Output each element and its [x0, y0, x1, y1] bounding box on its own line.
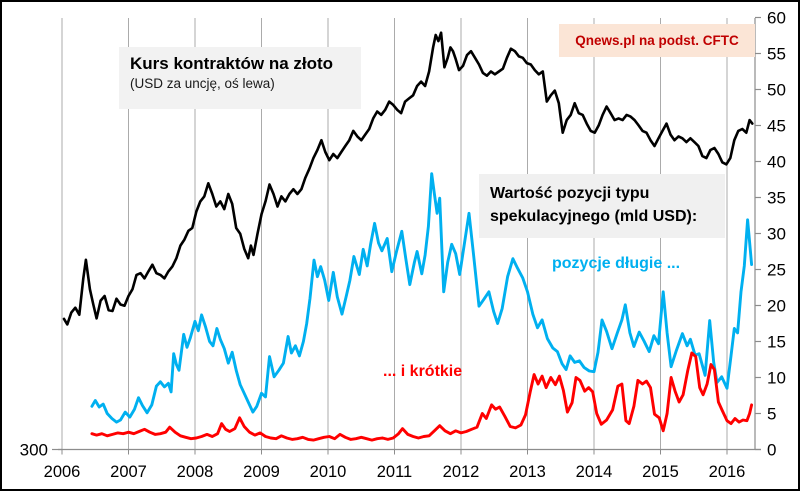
long-positions-label: pozycje długie ...	[552, 255, 681, 272]
right-tick-label: 30	[767, 225, 786, 244]
x-tick-label: 2010	[310, 463, 347, 481]
x-tick-label: 2008	[177, 463, 214, 481]
right-tick-label: 0	[767, 441, 776, 460]
x-tick-label: 2016	[709, 463, 746, 481]
left-tick-label: 300	[20, 441, 48, 460]
right-tick-label: 5	[767, 405, 776, 424]
x-tick-label: 2013	[509, 463, 546, 481]
right-tick-label: 20	[767, 297, 786, 316]
x-tick-label: 2009	[243, 463, 280, 481]
x-tick-label: 2014	[576, 463, 613, 481]
x-tick-label: 2006	[44, 463, 81, 481]
positions-label-box: Wartość pozycji typu spekulacyjnego (mld…	[479, 174, 725, 238]
x-tick-label: 2015	[642, 463, 679, 481]
right-axis-labels: 0 5 10 15 20 25 30 35 40 45 50 55 60	[755, 9, 786, 460]
right-tick-label: 50	[767, 81, 786, 100]
right-tick-label: 25	[767, 261, 786, 280]
x-tick-label: 2007	[110, 463, 147, 481]
x-axis-labels: 2006 2007 2008 2009 2010 2011 2012 2013 2014 2015…	[44, 463, 746, 481]
gold-series-label-box: Kurs kontraktów na złoto (USD za uncję, …	[119, 47, 361, 109]
x-tick-label: 2012	[443, 463, 480, 481]
series-short-line	[90, 351, 754, 442]
right-tick-label: 45	[767, 117, 786, 136]
series-long-line	[90, 172, 754, 424]
right-tick-label: 15	[767, 333, 786, 352]
right-tick-label: 35	[767, 189, 786, 208]
right-tick-label: 10	[767, 369, 786, 388]
left-axis-labels: 300	[20, 441, 62, 460]
right-tick-label: 40	[767, 153, 786, 172]
positions-title-line1: Wartość pozycji typu	[490, 185, 650, 202]
positions-title-line2: spekulacyjnego (mld USD):	[490, 207, 698, 225]
right-tick-label: 60	[767, 9, 786, 28]
x-tick-label: 2011	[377, 463, 412, 481]
series-gold-line	[62, 31, 754, 326]
source-badge: Qnews.pl na podst. CFTC	[559, 24, 755, 57]
gold-series-title: Kurs kontraktów na złoto	[130, 54, 334, 73]
gold-series-subtitle: (USD za uncję, oś lewa)	[130, 76, 275, 91]
right-tick-label: 55	[767, 45, 786, 64]
short-positions-label: ... i krótkie	[383, 363, 463, 380]
